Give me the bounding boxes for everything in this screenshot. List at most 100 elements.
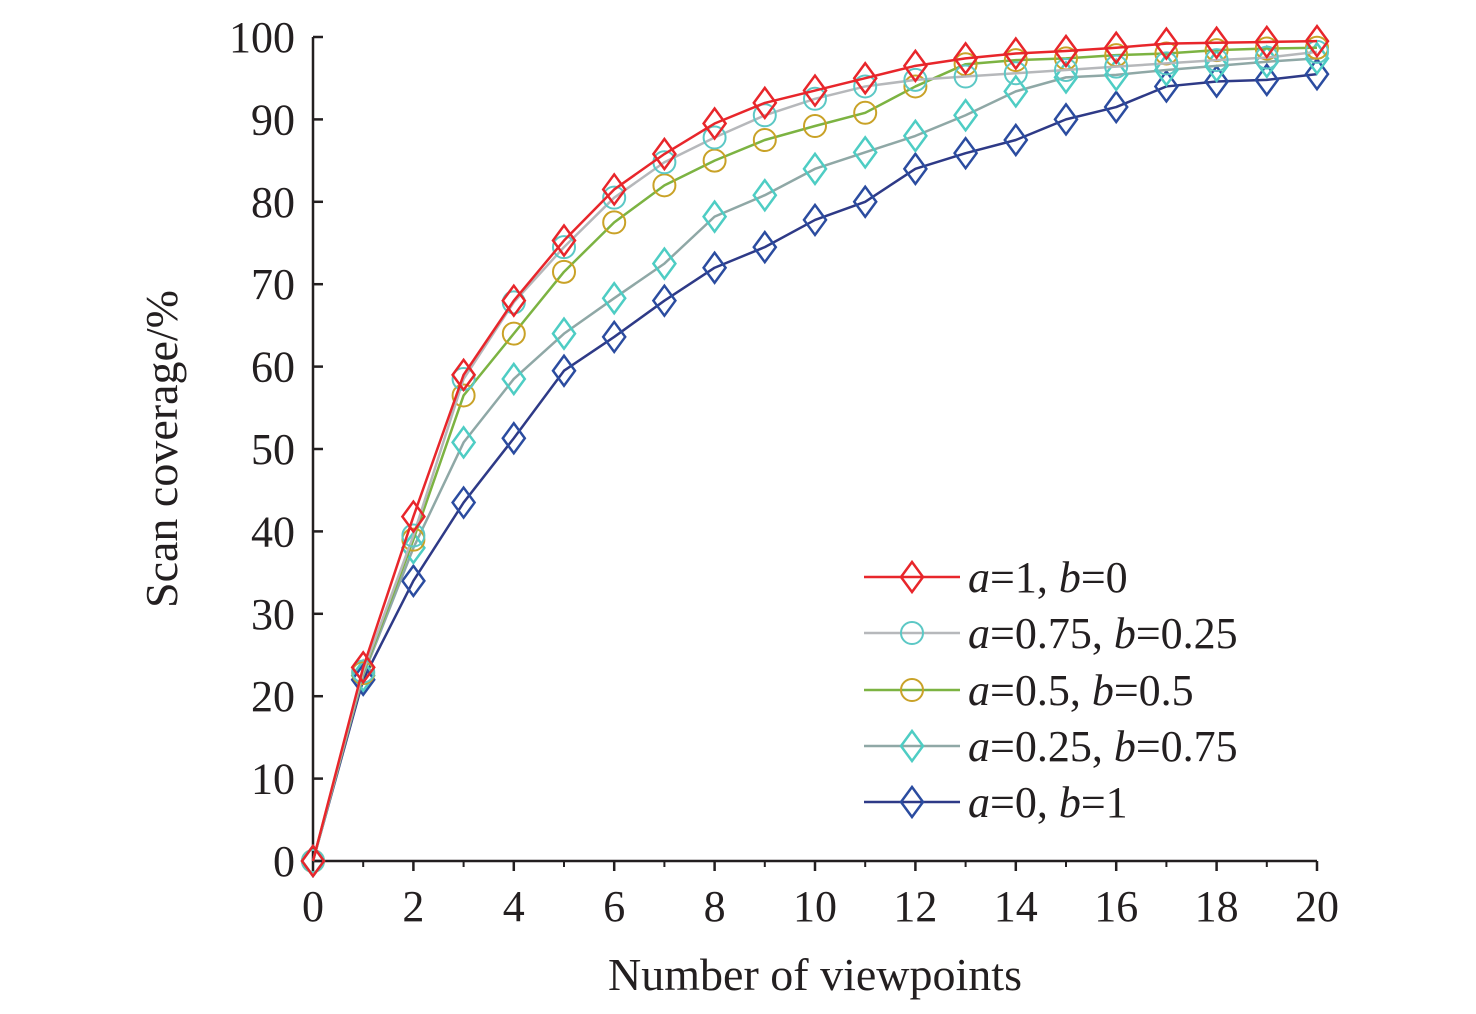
legend-label-part: a (968, 778, 990, 827)
data-point (501, 361, 527, 397)
data-point (702, 250, 728, 285)
legend-item-0: a=1, b=0 (864, 553, 1128, 602)
x-axis-title: Number of viewpoints (608, 949, 1022, 1000)
y-tick-label: 50 (251, 425, 295, 474)
data-point (1003, 36, 1029, 71)
data-point (1053, 33, 1079, 69)
data-point (651, 283, 677, 318)
data-point (1104, 54, 1129, 79)
y-tick-label: 60 (251, 343, 295, 392)
data-point (551, 223, 577, 258)
legend-marker (899, 559, 925, 595)
data-point (601, 172, 627, 207)
data-point (602, 210, 627, 235)
series-0 (300, 24, 1330, 879)
data-point (1204, 64, 1230, 99)
legend-label-part: a (968, 666, 990, 715)
data-point (1003, 74, 1029, 109)
data-point (953, 136, 979, 171)
data-point (853, 100, 878, 125)
x-tick-label: 16 (1094, 882, 1138, 931)
data-point (852, 184, 878, 219)
data-point (501, 283, 527, 318)
axes: 0 2 4 6 8 10 12 14 16 18 20 0 10 20 30 40 50 60 70 80 90 100 (229, 13, 1339, 931)
legend-item-2: a=0.5, b=0.5 (864, 666, 1194, 715)
data-point (1003, 122, 1029, 158)
data-point (752, 128, 777, 152)
data-point (451, 425, 477, 460)
data-point (1304, 56, 1330, 92)
legend-label-part: b (1114, 609, 1136, 658)
data-point (1153, 69, 1179, 104)
data-point (803, 86, 827, 111)
data-point (752, 178, 778, 213)
data-point (802, 73, 828, 108)
data-point (551, 316, 577, 351)
legend-label-part: b (1059, 553, 1081, 602)
series-line (311, 50, 1318, 862)
legend-label-part: b (1059, 778, 1081, 827)
data-point (651, 136, 677, 172)
legend-label-part: =0.25 (1136, 609, 1238, 658)
data-point (1103, 57, 1129, 93)
y-tick-label: 10 (251, 755, 295, 804)
data-point (1254, 62, 1280, 97)
legend-label-part: =0 (1081, 553, 1128, 602)
legend-label: a=0, b=1 (968, 778, 1128, 827)
x-tick-label: 20 (1295, 882, 1339, 931)
y-tick-label: 30 (251, 590, 295, 639)
data-point (350, 650, 376, 685)
data-point (852, 61, 878, 96)
data-point (1254, 24, 1280, 60)
series-1 (301, 39, 1329, 873)
data-point (1103, 30, 1129, 65)
x-tick-label: 14 (994, 882, 1038, 931)
data-point (651, 246, 677, 281)
y-tick-label: 100 (229, 13, 295, 62)
data-point (551, 353, 577, 388)
x-tick-label: 10 (793, 882, 837, 931)
data-point (1153, 26, 1179, 61)
data-point (803, 113, 827, 138)
data-point (1053, 102, 1079, 137)
data-point (552, 259, 576, 284)
x-tick-label: 18 (1195, 882, 1239, 931)
data-point (1054, 57, 1078, 82)
legend-item-3: a=0.25, b=0.75 (864, 722, 1238, 771)
data-point (852, 135, 878, 170)
data-point (602, 185, 627, 210)
y-tick-label: 80 (251, 178, 295, 227)
data-point (1254, 45, 1279, 70)
data-point (752, 230, 778, 265)
data-point (451, 485, 477, 520)
data-point (853, 74, 878, 99)
series-line (311, 57, 1318, 862)
legend-label: a=0.5, b=0.5 (968, 666, 1194, 715)
legend-label-part: a (968, 609, 990, 658)
legend-label-part: =0.75, (990, 609, 1114, 658)
data-point (1254, 36, 1279, 61)
data-point (401, 523, 426, 548)
data-point (400, 563, 426, 598)
y-tick-label: 20 (251, 672, 295, 721)
data-point (953, 41, 979, 76)
series-4 (300, 56, 1330, 879)
data-point (752, 103, 777, 128)
data-point (752, 85, 778, 121)
legend-label-part: a (968, 553, 990, 602)
legend-marker (899, 784, 925, 820)
legend-label-part: =0, (990, 778, 1059, 827)
x-tick-label: 12 (893, 882, 937, 931)
x-tick-label: 0 (302, 882, 324, 931)
data-point (802, 151, 828, 186)
legend-item-1: a=0.75, b=0.25 (864, 609, 1238, 658)
data-point (953, 64, 978, 89)
data-point (601, 281, 627, 316)
data-point (902, 118, 928, 153)
data-point (400, 499, 426, 534)
data-point (953, 98, 979, 133)
legend-marker (900, 621, 924, 645)
data-point (702, 125, 727, 150)
